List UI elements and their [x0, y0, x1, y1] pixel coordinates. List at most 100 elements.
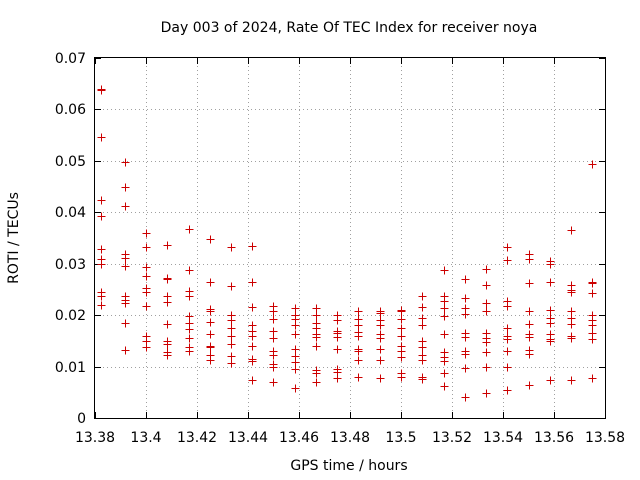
data-point: [121, 202, 130, 211]
data-point: [269, 334, 278, 343]
data-point: [248, 332, 257, 341]
data-point: [291, 384, 300, 393]
x-tick-label: 13.54: [483, 430, 523, 446]
data-point: [185, 325, 194, 334]
x-tick-label: 13.44: [228, 430, 268, 446]
x-axis-label: GPS time / hours: [290, 458, 407, 474]
data-point: [227, 324, 236, 333]
data-point: [291, 358, 300, 367]
data-point: [461, 364, 470, 373]
grid-lines: [95, 58, 605, 418]
data-point: [376, 334, 385, 343]
data-point: [397, 307, 406, 316]
data-point: [546, 319, 555, 328]
y-tick-label: 0: [77, 411, 86, 427]
data-point: [97, 85, 106, 94]
data-point: [440, 266, 449, 275]
data-point: [269, 363, 278, 372]
data-point: [97, 301, 106, 310]
axis-ticks: 13.38 13.4 13.42 13.44 13.46 13.48 13.5 13.52 13…: [55, 51, 625, 446]
data-point: [525, 279, 534, 288]
data-point: [142, 263, 151, 272]
data-point: [142, 229, 151, 238]
data-point: [248, 342, 257, 351]
data-point: [482, 281, 491, 290]
data-point: [503, 347, 512, 356]
data-point: [312, 333, 321, 342]
data-point: [291, 321, 300, 330]
data-point: [354, 321, 363, 330]
data-point: [397, 324, 406, 333]
data-point: [227, 243, 236, 252]
x-tick-label: 13.4: [130, 430, 161, 446]
data-point: [97, 292, 106, 301]
data-point: [418, 343, 427, 352]
data-point: [503, 324, 512, 333]
data-point: [163, 275, 172, 284]
data-point: [546, 306, 555, 315]
data-point: [418, 375, 427, 384]
x-tick-label: 13.48: [330, 430, 370, 446]
data-point: [525, 320, 534, 329]
data-point: [333, 333, 342, 342]
y-tick-label: 0.06: [55, 102, 86, 118]
data-point: [248, 357, 257, 366]
x-tick-label: 13.52: [432, 430, 472, 446]
data-point: [503, 256, 512, 265]
data-point: [206, 235, 215, 244]
data-point: [354, 307, 363, 316]
data-point: [461, 275, 470, 284]
data-point: [248, 278, 257, 287]
data-point: [121, 319, 130, 328]
data-point: [121, 254, 130, 263]
data-point: [546, 376, 555, 385]
data-point: [142, 343, 151, 352]
data-point: [440, 304, 449, 313]
x-tick-label: 13.58: [585, 430, 625, 446]
data-point: [376, 309, 385, 318]
x-tick-label: 13.38: [75, 430, 115, 446]
data-point: [567, 226, 576, 235]
data-point: [291, 330, 300, 339]
data-point: [376, 321, 385, 330]
plot-frame: [94, 57, 606, 419]
data-point: [461, 393, 470, 402]
data-point: [163, 320, 172, 329]
data-point: [376, 345, 385, 354]
data-point: [97, 260, 106, 269]
x-tick-label: 13.46: [279, 430, 319, 446]
data-point: [163, 351, 172, 360]
data-point: [482, 338, 491, 347]
data-point: [97, 196, 106, 205]
data-point: [525, 350, 534, 359]
data-point: [482, 299, 491, 308]
data-point: [312, 342, 321, 351]
data-point: [354, 373, 363, 382]
y-tick-label: 0.03: [55, 257, 86, 273]
data-point: [142, 272, 151, 281]
data-point: [567, 320, 576, 329]
data-point: [525, 307, 534, 316]
data-point: [482, 348, 491, 357]
data-point: [461, 310, 470, 319]
data-point: [482, 265, 491, 274]
data-point: [546, 337, 555, 346]
data-point: [503, 335, 512, 344]
data-point: [269, 315, 278, 324]
data-point: [588, 335, 597, 344]
data-point: [291, 345, 300, 354]
data-point: [376, 356, 385, 365]
data-point: [546, 278, 555, 287]
data-point: [503, 363, 512, 372]
data-point: [567, 288, 576, 297]
data-point: [503, 302, 512, 311]
data-point: [97, 212, 106, 221]
data-point: [567, 307, 576, 316]
data-point: [588, 279, 597, 288]
data-point: [185, 225, 194, 234]
data-point: [142, 302, 151, 311]
y-tick-label: 0.01: [55, 360, 86, 376]
data-point: [121, 346, 130, 355]
data-point: [397, 332, 406, 341]
data-point: [461, 294, 470, 303]
